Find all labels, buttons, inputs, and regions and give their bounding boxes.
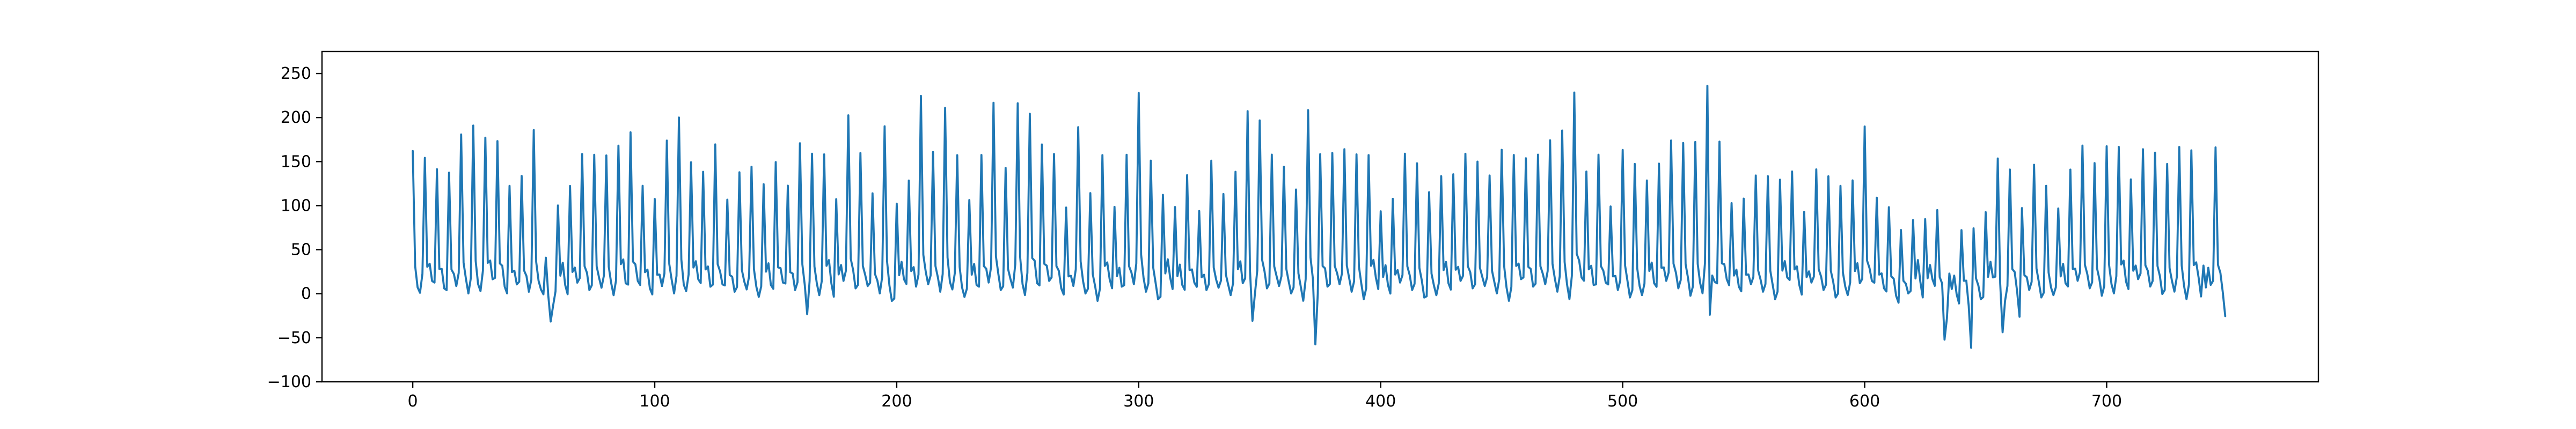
y-tick-label: 50 <box>291 241 311 260</box>
x-tick-label: 500 <box>1607 392 1638 411</box>
y-tick-label: 150 <box>281 152 311 171</box>
x-tick-label: 200 <box>881 392 912 411</box>
series-line <box>412 85 2227 349</box>
x-tick-label: 100 <box>639 392 670 411</box>
x-tick-label: 400 <box>1365 392 1396 411</box>
y-axis: −100 −50 0 50 100 150 200 250 <box>267 64 322 391</box>
x-axis: 0 100 200 300 400 500 600 700 <box>408 382 2122 411</box>
y-tick-label: 0 <box>301 285 311 304</box>
y-tick-label: −100 <box>267 373 311 391</box>
y-tick-label: −50 <box>277 329 311 347</box>
x-tick-label: 600 <box>1849 392 1880 411</box>
plot-area <box>412 85 2227 349</box>
x-tick-label: 300 <box>1123 392 1154 411</box>
x-tick-label: 0 <box>408 392 418 411</box>
axes-frame <box>321 50 2319 383</box>
y-tick-label: 250 <box>281 64 311 83</box>
y-tick-label: 100 <box>281 196 311 215</box>
y-tick-label: 200 <box>281 108 311 127</box>
x-tick-label: 700 <box>2091 392 2122 411</box>
